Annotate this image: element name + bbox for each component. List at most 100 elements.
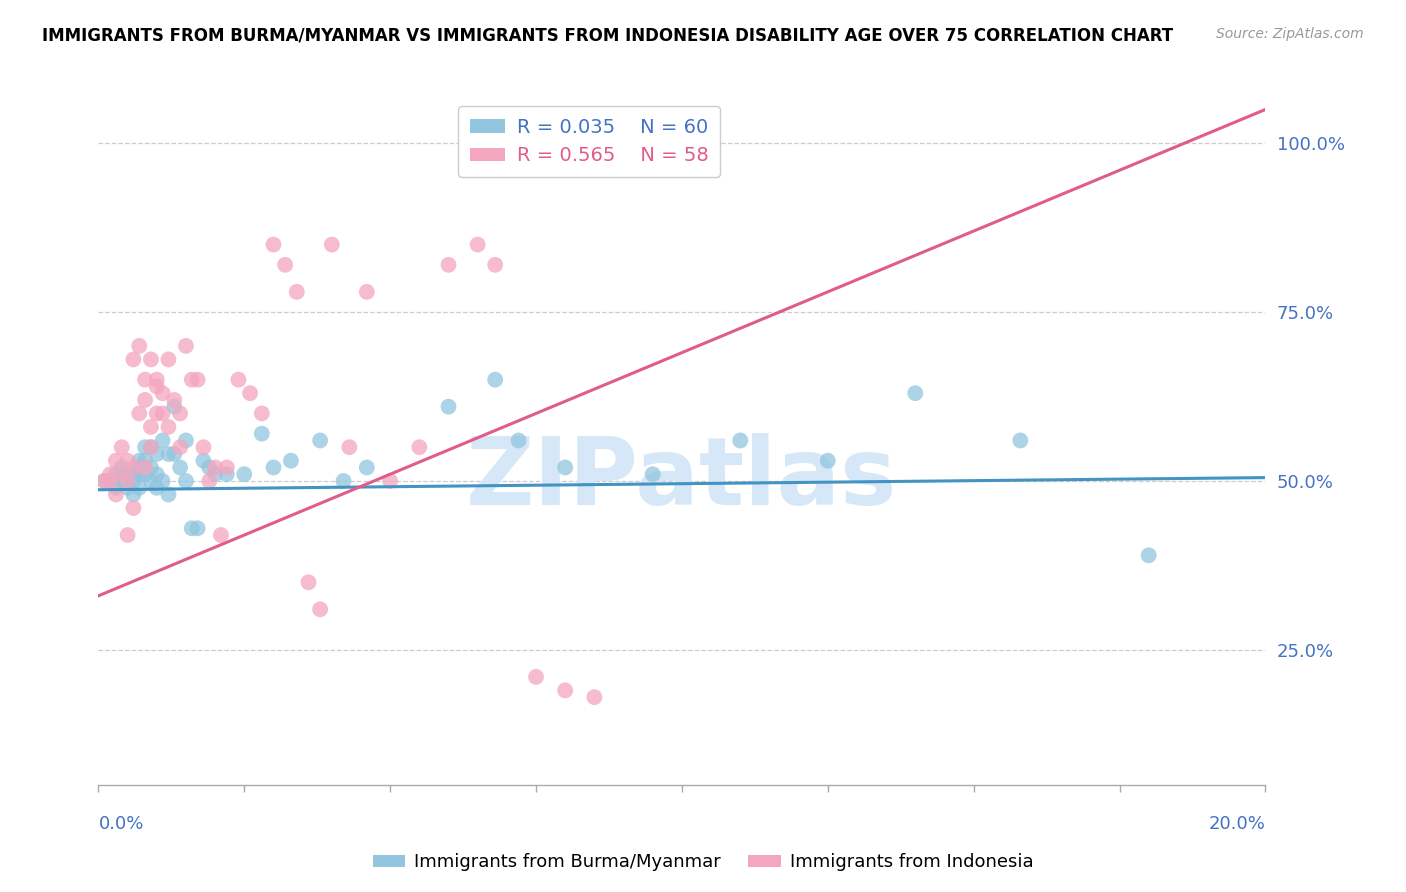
Point [134, 392, 156, 407]
Point [146, 447, 169, 461]
Point [817, 454, 839, 468]
Point [111, 474, 134, 488]
Point [117, 528, 139, 542]
Point [250, 426, 273, 441]
Point [152, 474, 174, 488]
Point [583, 690, 606, 705]
Point [321, 237, 343, 252]
Point [356, 285, 378, 299]
Point [193, 440, 215, 454]
Point [111, 467, 134, 482]
Point [174, 339, 197, 353]
Point [117, 474, 139, 488]
Point [128, 454, 150, 468]
Point [98, 474, 121, 488]
Point [98, 467, 121, 482]
Point [180, 521, 202, 535]
Point [111, 440, 134, 454]
Point [380, 474, 402, 488]
Point [104, 487, 127, 501]
Point [174, 474, 197, 488]
Point [274, 258, 297, 272]
Point [1137, 549, 1160, 563]
Point [134, 460, 156, 475]
Point [98, 474, 121, 488]
Point [111, 460, 134, 475]
Point [337, 440, 360, 454]
Point [204, 467, 226, 482]
Point [146, 373, 169, 387]
Point [250, 406, 273, 420]
Point [152, 386, 174, 401]
Point [904, 386, 927, 401]
Point [93, 474, 115, 488]
Point [169, 406, 191, 420]
Point [128, 460, 150, 475]
Point [128, 406, 150, 420]
Text: 0.0%: 0.0% [98, 815, 143, 833]
Legend: Immigrants from Burma/Myanmar, Immigrants from Indonesia: Immigrants from Burma/Myanmar, Immigrant… [366, 847, 1040, 879]
Point [163, 400, 186, 414]
Point [239, 386, 262, 401]
Point [117, 467, 139, 482]
Point [233, 467, 256, 482]
Point [146, 467, 169, 482]
Point [508, 434, 530, 448]
Point [122, 474, 145, 488]
Point [169, 440, 191, 454]
Point [111, 474, 134, 488]
Point [467, 237, 489, 252]
Point [356, 460, 378, 475]
Point [139, 460, 162, 475]
Point [134, 467, 156, 482]
Point [180, 373, 202, 387]
Point [204, 460, 226, 475]
Point [524, 670, 547, 684]
Point [297, 575, 319, 590]
Point [437, 258, 460, 272]
Text: Source: ZipAtlas.com: Source: ZipAtlas.com [1216, 27, 1364, 41]
Point [104, 467, 127, 482]
Point [228, 373, 250, 387]
Point [262, 460, 284, 475]
Point [146, 379, 169, 393]
Point [122, 467, 145, 482]
Point [157, 447, 180, 461]
Point [730, 434, 752, 448]
Text: 20.0%: 20.0% [1209, 815, 1265, 833]
Point [117, 474, 139, 488]
Point [104, 481, 127, 495]
Point [122, 501, 145, 516]
Point [163, 447, 186, 461]
Point [309, 602, 332, 616]
Point [134, 454, 156, 468]
Point [554, 460, 576, 475]
Point [134, 440, 156, 454]
Point [152, 406, 174, 420]
Point [146, 406, 169, 420]
Point [104, 454, 127, 468]
Point [187, 373, 209, 387]
Point [152, 434, 174, 448]
Point [554, 683, 576, 698]
Point [157, 352, 180, 367]
Point [209, 528, 232, 542]
Point [128, 467, 150, 482]
Point [117, 454, 139, 468]
Point [280, 454, 302, 468]
Point [309, 434, 332, 448]
Point [484, 373, 506, 387]
Point [139, 352, 162, 367]
Point [128, 481, 150, 495]
Point [198, 474, 221, 488]
Point [157, 487, 180, 501]
Point [117, 474, 139, 488]
Point [198, 460, 221, 475]
Point [332, 474, 354, 488]
Point [215, 467, 238, 482]
Point [98, 474, 121, 488]
Point [122, 460, 145, 475]
Point [163, 392, 186, 407]
Text: ZIPatlas: ZIPatlas [467, 433, 897, 524]
Legend: R = 0.035    N = 60, R = 0.565    N = 58: R = 0.035 N = 60, R = 0.565 N = 58 [458, 106, 720, 177]
